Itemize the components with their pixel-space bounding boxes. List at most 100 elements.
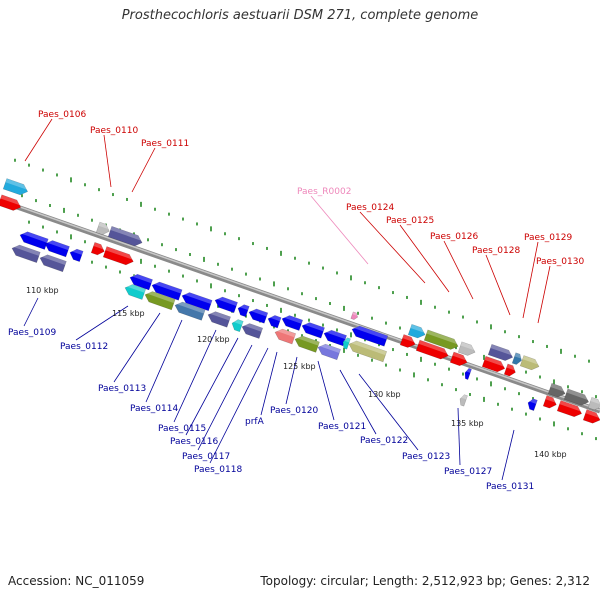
gene-shine: [418, 340, 449, 355]
gene-arrow: [587, 396, 600, 411]
gene-shine: [559, 400, 583, 413]
gene-shine: [460, 341, 476, 351]
gene-arrow: [90, 242, 105, 256]
gene-arrow: [0, 194, 22, 211]
gene-arrow: [449, 351, 468, 366]
gene-arrow: [519, 355, 540, 371]
gene-shine: [232, 319, 244, 325]
gene-shine: [152, 281, 183, 294]
gene-shine: [522, 355, 540, 366]
gene-arrow: [399, 334, 416, 348]
leader-line: [197, 344, 253, 451]
gene-arrow: [207, 311, 231, 328]
gene-arrow: [459, 394, 468, 407]
label-paes-0111: Paes_0111: [141, 139, 189, 149]
genome-backbone: [0, 198, 600, 414]
gene-arrow: [487, 343, 514, 361]
gene-shine: [5, 178, 29, 191]
leader-line: [24, 118, 53, 162]
gene-shine: [45, 240, 70, 251]
gene-arrow: [350, 311, 358, 320]
gene-feature: [44, 240, 70, 258]
label-paes-0127: Paes_0127: [444, 467, 492, 477]
gene-arrow: [44, 240, 70, 258]
gene-arrow: [19, 231, 49, 250]
label-paes-0112: Paes_0112: [60, 342, 108, 352]
gene-feature: [459, 394, 468, 407]
gene-arrow: [129, 274, 153, 291]
tick-label-125-kbp: 125 kbp: [283, 362, 316, 371]
gene-feature: [457, 341, 476, 356]
gene-shine: [175, 302, 206, 314]
gene-arrow: [407, 323, 426, 339]
gene-shine: [324, 330, 347, 340]
gene-arrow: [174, 301, 206, 321]
gene-shine: [343, 337, 351, 343]
tick-marks: [14, 158, 597, 441]
gene-shine: [20, 231, 49, 243]
gene-arrow: [214, 296, 238, 314]
gene-arrow: [301, 322, 325, 339]
gene-feature: [181, 292, 213, 312]
gene-shine: [40, 254, 67, 266]
gene-feature: [294, 335, 320, 353]
gene-shine: [349, 340, 387, 356]
gene-arrow: [317, 343, 341, 361]
gene-arrow: [181, 292, 213, 312]
label-leaders: [23, 118, 551, 481]
gene-shine: [590, 397, 600, 405]
gene-shine: [282, 315, 303, 324]
label-paes-0118: Paes_0118: [194, 465, 242, 475]
gene-shine: [98, 222, 110, 230]
gene-feature: [350, 311, 359, 320]
gene-feature: [519, 355, 540, 371]
gene-arrow: [237, 304, 250, 318]
gene-feature: [95, 221, 110, 235]
label-paes-0114: Paes_0114: [130, 404, 178, 414]
gene-arrow: [342, 337, 351, 350]
gene-shine: [70, 249, 84, 255]
gene-shine: [545, 395, 557, 404]
label-paes-0120: Paes_0120: [270, 406, 318, 416]
label-paes-0115: Paes_0115: [158, 424, 206, 434]
gene-arrow: [542, 395, 557, 409]
gene-shine: [215, 297, 238, 306]
leader-line: [75, 305, 129, 341]
leader-line: [285, 356, 298, 405]
gene-shine: [318, 344, 341, 354]
gene-feature: [274, 328, 297, 345]
label-paes-0113: Paes_0113: [98, 384, 146, 394]
gene-feature: [449, 351, 468, 366]
gene-arrow: [241, 323, 264, 339]
gene-shine: [484, 356, 506, 368]
gene-shine: [0, 194, 22, 206]
gene-feature: [124, 284, 147, 300]
gene-shine: [93, 242, 105, 250]
gene-feature: [323, 329, 347, 347]
gene-shine: [566, 388, 590, 401]
leader-line: [537, 265, 551, 324]
gene-arrow: [274, 328, 297, 345]
label-paes-0128: Paes_0128: [472, 246, 520, 256]
gene-shine: [249, 308, 268, 317]
label-prfa: prfA: [245, 417, 265, 427]
label-paes-0129: Paes_0129: [524, 233, 572, 243]
tick-label-140-kbp: 140 kbp: [534, 450, 567, 459]
gene-feature: [69, 248, 84, 262]
gene-feature: [19, 231, 49, 250]
gene-shine: [460, 394, 468, 400]
gene-feature: [511, 352, 523, 365]
backbone-highlight: [0, 199, 600, 411]
gene-feature: [11, 244, 41, 263]
gene-shine: [145, 291, 176, 304]
label-paes-0110: Paes_0110: [90, 126, 138, 136]
label-paes-0126: Paes_0126: [430, 232, 478, 242]
gene-shine: [268, 315, 282, 322]
gene-feature: [481, 355, 506, 373]
gene-shine: [242, 323, 263, 332]
gene-arrow: [102, 246, 134, 266]
gene-arrow: [95, 221, 110, 235]
gene-feature: [587, 396, 600, 411]
leader-line: [317, 360, 335, 421]
gene-feature: [151, 281, 183, 301]
